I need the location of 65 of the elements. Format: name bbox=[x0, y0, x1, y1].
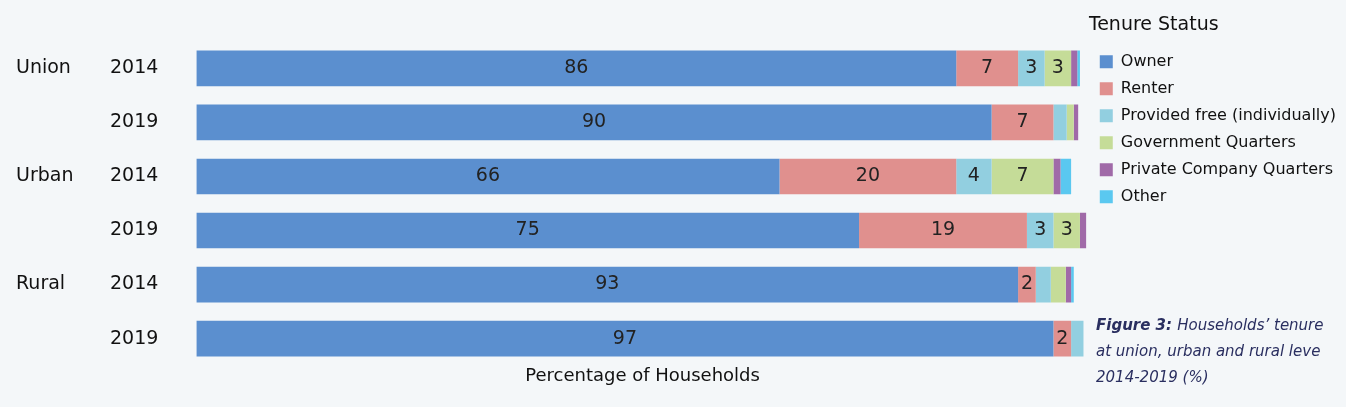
legend-label: Government Quarters bbox=[1120, 131, 1296, 151]
y-tick-label: 2014 bbox=[109, 163, 159, 186]
data-label: 93 bbox=[595, 271, 620, 294]
bar bbox=[196, 158, 780, 195]
bar bbox=[1053, 158, 1061, 195]
y-tick-label: 2019 bbox=[109, 325, 159, 348]
bar bbox=[1071, 320, 1084, 357]
bar bbox=[196, 266, 1019, 303]
bar bbox=[956, 158, 992, 195]
bar bbox=[1053, 212, 1080, 249]
data-label: 19 bbox=[930, 217, 956, 240]
data-label: 86 bbox=[564, 55, 589, 78]
bar bbox=[779, 158, 957, 195]
data-label: 90 bbox=[581, 109, 607, 132]
data-label: 3 bbox=[1051, 55, 1064, 78]
y-tick-label: 2019 bbox=[109, 217, 159, 240]
bar bbox=[1050, 266, 1066, 303]
data-label: 3 bbox=[1060, 217, 1073, 240]
bar bbox=[196, 50, 957, 87]
x-axis-title: Percentage of Households bbox=[525, 364, 760, 386]
data-label: 7 bbox=[1016, 109, 1029, 132]
data-label: 66 bbox=[475, 163, 501, 186]
text: at union, urban and rural leve bbox=[1096, 342, 1321, 360]
legend-label: Owner bbox=[1120, 50, 1174, 70]
text: 2014-2019 (%) bbox=[1096, 368, 1209, 386]
text: Rural bbox=[16, 271, 66, 294]
data-label: 4 bbox=[967, 163, 980, 186]
data-label: 75 bbox=[515, 217, 540, 240]
data-label: 3 bbox=[1025, 55, 1038, 78]
bar bbox=[991, 104, 1054, 141]
legend-title: Tenure Status bbox=[1087, 12, 1219, 35]
bar bbox=[196, 212, 860, 249]
data-label: 7 bbox=[981, 55, 994, 78]
bar bbox=[859, 212, 1027, 249]
legend-label: Other bbox=[1120, 185, 1167, 205]
legend-label: Renter bbox=[1120, 77, 1175, 97]
bar bbox=[1035, 266, 1051, 303]
legend-label: Private Company Quarters bbox=[1120, 158, 1333, 178]
bar bbox=[1077, 50, 1080, 87]
data-label: 2 bbox=[1056, 325, 1069, 348]
bar bbox=[1071, 266, 1074, 303]
bar bbox=[1018, 50, 1045, 87]
bar bbox=[196, 320, 1054, 357]
data-label: 97 bbox=[612, 325, 637, 348]
y-tick-label: 2014 bbox=[109, 271, 159, 294]
bar bbox=[1079, 212, 1087, 249]
bar bbox=[991, 158, 1054, 195]
bar bbox=[1065, 266, 1072, 303]
bar bbox=[1060, 158, 1072, 195]
caption: Figure 3: bbox=[1096, 316, 1174, 334]
text: Union bbox=[16, 55, 71, 78]
text: Urban bbox=[16, 163, 74, 186]
data-label: 3 bbox=[1034, 217, 1047, 240]
data-label: 20 bbox=[855, 163, 880, 186]
bar bbox=[196, 104, 992, 141]
legend-label: Provided free (individually) bbox=[1120, 104, 1336, 124]
data-label: 7 bbox=[1016, 163, 1029, 186]
bar bbox=[1071, 50, 1078, 87]
data-label: 2 bbox=[1020, 271, 1033, 294]
text: Households’ tenure bbox=[1177, 316, 1324, 334]
y-tick-label: 2019 bbox=[109, 109, 159, 132]
bar bbox=[1066, 104, 1074, 141]
bar bbox=[1053, 104, 1067, 141]
bar bbox=[956, 50, 1019, 87]
y-tick-label: 2014 bbox=[109, 55, 159, 78]
